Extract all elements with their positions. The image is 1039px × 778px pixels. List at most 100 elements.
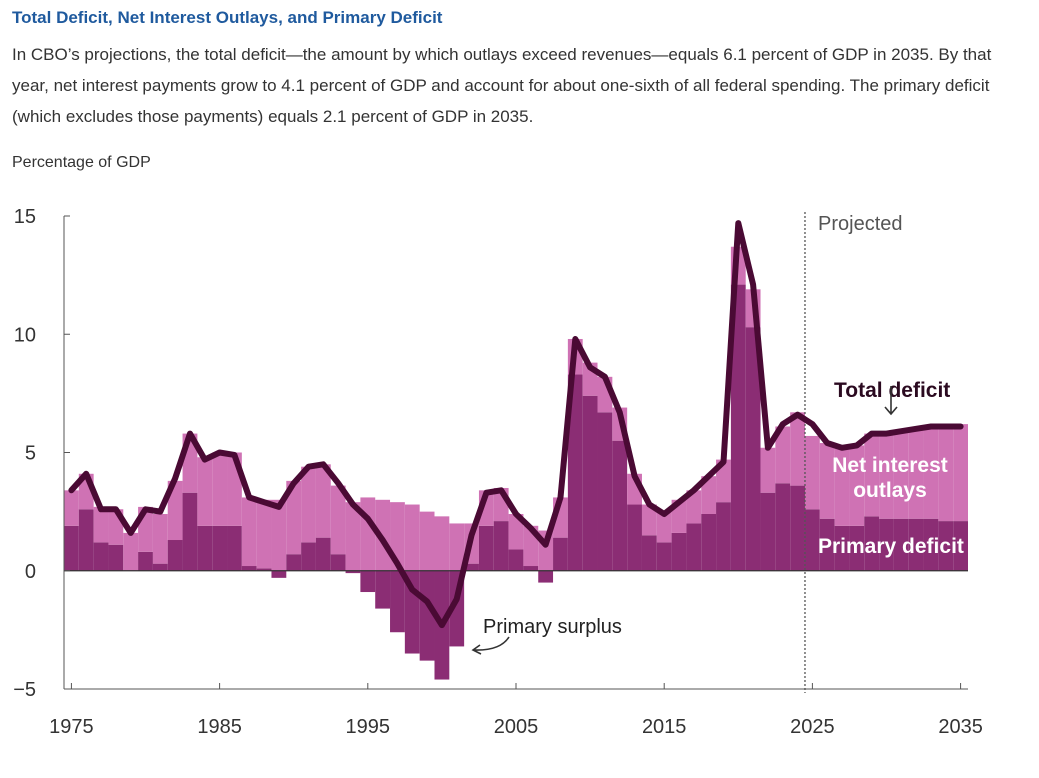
primary-deficit-bar: [804, 509, 820, 571]
net-interest-bar: [775, 426, 791, 484]
primary-deficit-bar: [671, 532, 687, 571]
primary-deficit-bar: [241, 566, 257, 571]
net-interest-bar: [908, 428, 924, 519]
primary-surplus-bar: [538, 570, 554, 583]
net-interest-bar: [286, 480, 302, 555]
primary-deficit-bar: [152, 563, 168, 571]
net-interest-bar: [404, 504, 420, 571]
net-interest-bar: [93, 506, 109, 543]
net-interest-bar: [508, 513, 524, 550]
primary-deficit-bar: [508, 549, 524, 571]
net-interest-bar: [923, 426, 939, 519]
primary-deficit-bar: [864, 516, 880, 571]
x-tick-label: 2035: [938, 716, 983, 738]
net-interest-bar: [434, 516, 450, 571]
y-tick-label: −5: [13, 679, 36, 701]
total-deficit-arrow: [884, 386, 898, 416]
primary-deficit-bar: [938, 521, 954, 571]
primary-deficit-bar: [167, 540, 183, 571]
primary-deficit-bar: [923, 518, 939, 571]
chart-title: Total Deficit, Net Interest Outlays, and…: [12, 8, 443, 27]
net-interest-bar: [345, 502, 361, 571]
net-interest-bar: [256, 499, 272, 569]
primary-surplus-bar: [375, 570, 391, 609]
primary-deficit-bar: [493, 521, 509, 571]
primary-deficit-bar: [790, 485, 805, 571]
x-tick-label: 1995: [346, 716, 391, 738]
net-interest-bar: [212, 452, 228, 526]
net-interest-bar: [893, 431, 909, 519]
axes-layer: 15 10 5 0 −5 1975 1985 1995 2005 2015 2025 2035: [13, 206, 983, 738]
x-tick-label: 2025: [790, 716, 835, 738]
primary-deficit-bar: [256, 568, 272, 571]
net-interest-bar: [879, 433, 894, 519]
primary-surplus-bar: [419, 570, 435, 661]
x-tick-label: 2015: [642, 716, 687, 738]
net-interest-bar: [64, 490, 79, 526]
net-interest-bar: [419, 511, 435, 571]
y-axis-label: Percentage of GDP: [12, 154, 151, 171]
primary-deficit-bar: [686, 523, 702, 571]
x-tick-label: 1975: [49, 716, 94, 738]
primary-deficit-label: Primary deficit: [818, 535, 964, 558]
primary-deficit-bar: [330, 554, 346, 571]
net-interest-bar: [804, 435, 820, 510]
primary-surplus-label: Primary surplus: [483, 616, 622, 638]
net-interest-bar: [271, 499, 287, 571]
primary-surplus-arrow: [471, 636, 510, 655]
primary-deficit-bar: [849, 525, 865, 571]
net-interest-bar: [819, 443, 835, 519]
total-deficit-line: [68, 220, 964, 629]
primary-deficit-bar: [597, 412, 613, 571]
net-interest-bar: [301, 466, 316, 543]
chart-subtitle: In CBO’s projections, the total deficit—…: [12, 45, 992, 126]
net-interest-bar: [152, 513, 168, 564]
net-interest-bar: [701, 476, 717, 514]
y-tick-label: 15: [14, 206, 36, 228]
primary-deficit-bar: [64, 525, 79, 571]
net-interest-bar: [241, 497, 257, 567]
net-interest-bar: [716, 459, 731, 503]
primary-deficit-bar: [879, 518, 894, 571]
bar-layer: [64, 246, 968, 680]
primary-deficit-bar: [315, 537, 331, 571]
primary-deficit-bar: [138, 551, 153, 571]
net-interest-bar: [790, 412, 805, 486]
primary-surplus-bar: [390, 570, 405, 633]
projected-label: Projected: [818, 213, 903, 235]
net-interest-bar: [834, 447, 850, 526]
y-tick-label: 0: [25, 561, 36, 583]
primary-deficit-bar: [730, 284, 746, 571]
primary-deficit-bar: [523, 566, 539, 571]
x-tick-label: 2005: [494, 716, 539, 738]
net-interest-bar: [360, 497, 376, 571]
net-interest-label-line2: outlays: [853, 479, 927, 502]
primary-deficit-bar: [78, 509, 94, 571]
primary-deficit-bar: [108, 544, 124, 571]
net-interest-bar: [197, 457, 213, 526]
y-tick-label: 10: [14, 324, 36, 346]
primary-deficit-bar: [745, 327, 761, 571]
net-interest-bar: [123, 532, 139, 571]
primary-deficit-bar: [819, 518, 835, 571]
net-interest-bar: [449, 523, 465, 571]
deficit-chart: Percentage of GDP 15 10 5 0 −5 1975 1985 1995 20…: [12, 154, 983, 738]
net-interest-bar: [686, 490, 702, 524]
line-layer: [68, 220, 964, 629]
primary-deficit-bar: [627, 504, 642, 571]
y-tick-label: 5: [25, 443, 36, 465]
net-interest-bar: [330, 485, 346, 555]
primary-deficit-bar: [93, 542, 109, 571]
primary-surplus-bar: [345, 570, 361, 574]
primary-surplus-bar: [360, 570, 376, 593]
primary-deficit-bar: [953, 521, 968, 571]
net-interest-bar: [167, 480, 183, 541]
annotation-layer: Projected Total deficit Net interest out…: [471, 213, 964, 655]
primary-deficit-bar: [582, 395, 598, 571]
net-interest-bar: [760, 447, 776, 493]
primary-deficit-bar: [301, 542, 316, 571]
primary-deficit-bar: [908, 518, 924, 571]
net-interest-bar: [864, 433, 880, 517]
primary-deficit-bar: [553, 537, 568, 571]
net-interest-label-line1: Net interest: [832, 454, 948, 477]
